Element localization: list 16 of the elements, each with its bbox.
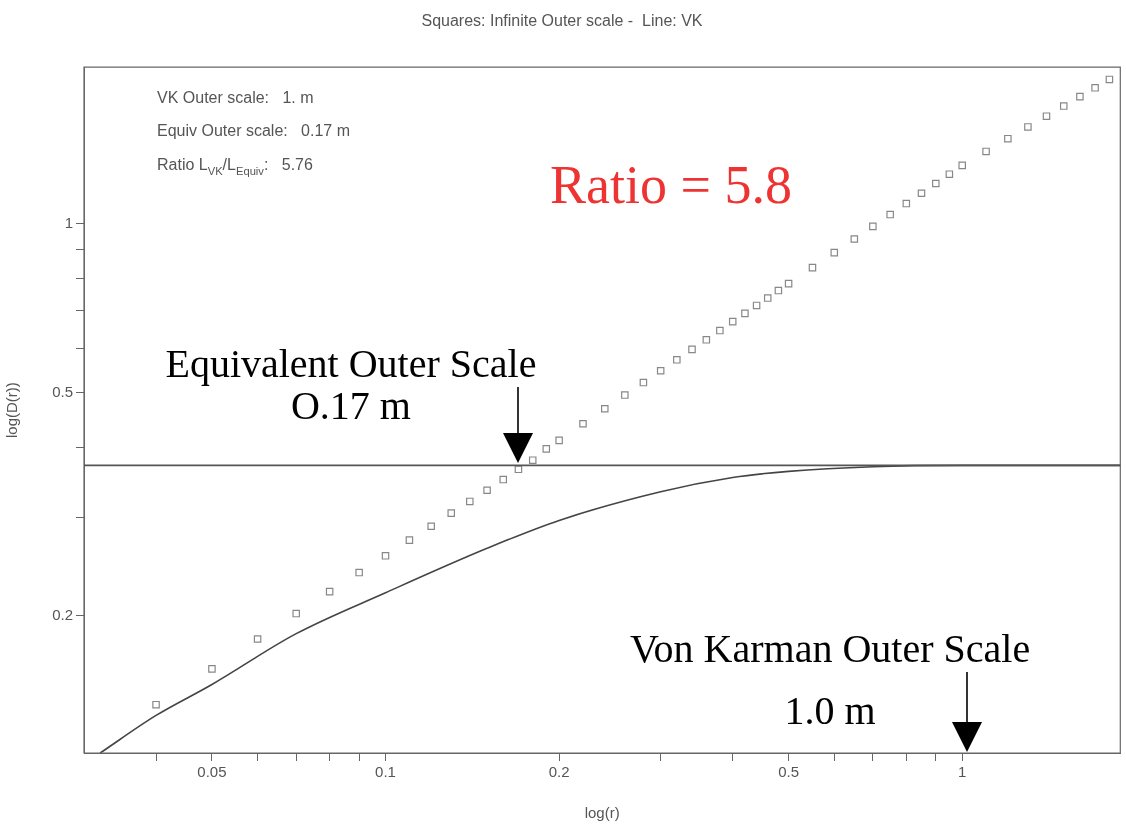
- annotation: VK Outer scale: 1. m: [157, 89, 314, 106]
- annotation: Equivalent Outer Scale O.17 m: [165, 341, 537, 429]
- x-tick-label: 0.5: [778, 763, 800, 781]
- chart-title: Squares: Infinite Outer scale - Line: VK: [421, 12, 703, 30]
- x-axis-title: log(r): [584, 804, 620, 822]
- annotation: Ratio = 5.8: [550, 155, 792, 215]
- x-tick-label: 0.2: [548, 763, 570, 781]
- y-tick-label: 1: [64, 213, 73, 231]
- y-tick-label: 0.5: [52, 382, 73, 400]
- x-tick-label: 1: [958, 763, 967, 781]
- annotation: Von Karman Outer Scale 1.0 m: [629, 626, 1031, 733]
- y-tick-label: 0.2: [52, 606, 73, 624]
- annotation: Equiv Outer scale: 0.17 m: [157, 122, 350, 139]
- y-axis-title: log(D(r)): [3, 382, 21, 439]
- x-tick-label: 0.05: [197, 763, 227, 781]
- x-tick-label: 0.1: [375, 763, 396, 781]
